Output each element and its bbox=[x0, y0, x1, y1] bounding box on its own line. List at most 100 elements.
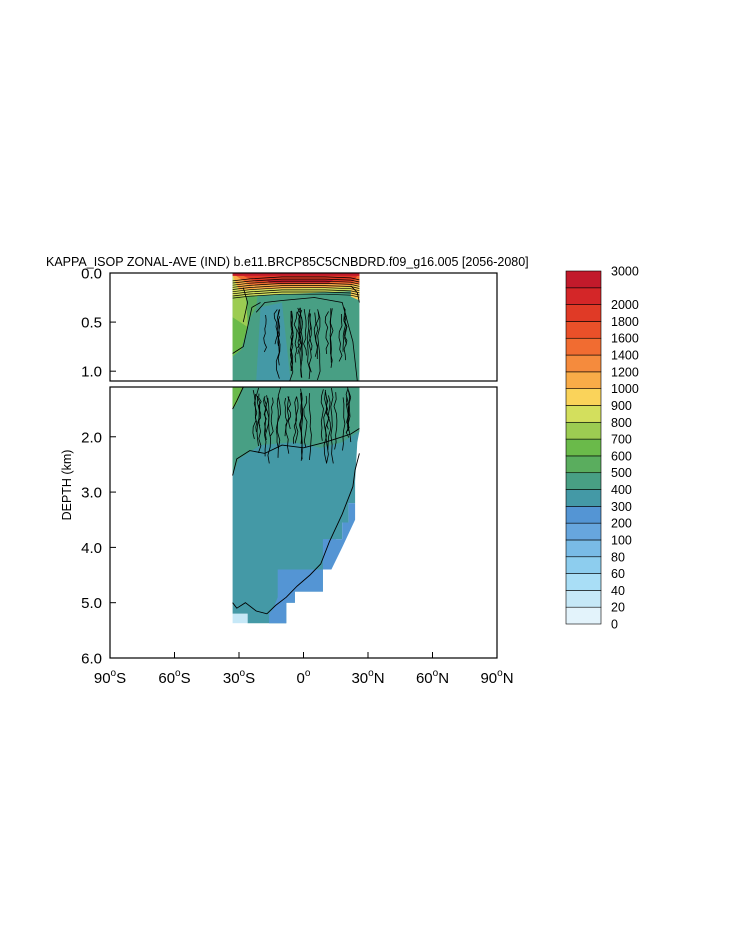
x-tick-label: 0o bbox=[297, 668, 311, 687]
contour-line bbox=[285, 396, 290, 454]
colorbar-label: 900 bbox=[611, 399, 632, 413]
colorbar-box bbox=[565, 337, 602, 356]
colorbar-label: 200 bbox=[611, 517, 632, 531]
contour-line bbox=[325, 396, 330, 430]
contour-line bbox=[287, 396, 291, 430]
y-axis-label: DEPTH (km) bbox=[60, 450, 74, 521]
contour-line bbox=[284, 397, 288, 437]
colorbar-box bbox=[565, 573, 602, 591]
colorbar-box bbox=[565, 455, 602, 474]
contour-line bbox=[338, 313, 343, 362]
colorbar-box bbox=[565, 438, 602, 457]
colorbar-box bbox=[565, 556, 602, 574]
contour-line bbox=[330, 387, 334, 464]
y-tick-label: 4.0 bbox=[81, 540, 102, 557]
colorbar-box bbox=[565, 539, 602, 558]
contour-line bbox=[232, 276, 360, 282]
y-tick-label: 0.0 bbox=[81, 266, 102, 283]
contour-line bbox=[308, 312, 312, 373]
contour-line bbox=[293, 311, 298, 363]
colorbar-box bbox=[565, 354, 602, 373]
contour-line bbox=[263, 314, 267, 353]
x-tick-label: 60oN bbox=[416, 668, 449, 687]
colorbar-label: 2000 bbox=[611, 298, 639, 312]
contour-line bbox=[342, 309, 346, 352]
field-region bbox=[232, 273, 360, 276]
colorbar-box bbox=[565, 287, 602, 305]
upper-field bbox=[232, 273, 360, 381]
field-region bbox=[269, 569, 323, 624]
colorbar-box bbox=[565, 421, 602, 440]
colorbar-box bbox=[565, 321, 602, 339]
contour-line bbox=[350, 285, 360, 303]
contour-line bbox=[232, 278, 360, 284]
contour-line bbox=[253, 393, 258, 432]
contour-line bbox=[303, 395, 308, 448]
x-tick-label: 30oN bbox=[351, 668, 384, 687]
contour-line bbox=[242, 287, 249, 323]
colorbar-label: 40 bbox=[611, 584, 625, 598]
colorbar: 0 20 40 60 80 100 200 300 400 500 600 700 800 900 1000… bbox=[565, 265, 639, 632]
colorbar-label: 300 bbox=[611, 500, 632, 514]
colorbar-box bbox=[565, 371, 602, 389]
contour-line bbox=[297, 307, 301, 355]
colorbar-label: 1400 bbox=[611, 349, 639, 363]
contour-line bbox=[232, 283, 360, 288]
contour-line bbox=[303, 309, 307, 356]
colorbar-box bbox=[565, 270, 602, 289]
contour-line bbox=[269, 397, 274, 437]
contour-line bbox=[324, 311, 329, 355]
contour-line bbox=[232, 287, 360, 293]
contour-line bbox=[299, 308, 303, 362]
chart-title: KAPPA_ISOP ZONAL-AVE (IND) b.e11.BRCP85C… bbox=[46, 255, 529, 269]
colorbar-label: 500 bbox=[611, 466, 632, 480]
contour-line bbox=[252, 390, 257, 440]
upper-plot-panel bbox=[109, 272, 498, 382]
contour-line bbox=[256, 387, 261, 446]
contour-line bbox=[265, 395, 270, 441]
colorbar-label: 600 bbox=[611, 449, 632, 463]
colorbar-label: 1000 bbox=[611, 382, 639, 396]
lower-plot-panel bbox=[109, 386, 498, 659]
colorbar-label: 800 bbox=[611, 416, 632, 430]
y-tick-label: 6.0 bbox=[81, 651, 102, 668]
colorbar-label: 700 bbox=[611, 433, 632, 447]
contour-line bbox=[298, 309, 303, 378]
colorbar-label: 0 bbox=[611, 618, 618, 632]
contour-line bbox=[267, 397, 272, 464]
contour-line bbox=[232, 302, 261, 354]
contour-line bbox=[232, 453, 360, 615]
colorbar-label: 100 bbox=[611, 533, 632, 547]
contour-line bbox=[232, 289, 360, 295]
contour-line bbox=[273, 309, 278, 345]
y-tick-label: 5.0 bbox=[81, 595, 102, 612]
x-tick-label: 60oS bbox=[158, 668, 190, 687]
y-tick-label: 1.0 bbox=[81, 364, 102, 381]
contour-line bbox=[307, 309, 311, 380]
colorbar-label: 1600 bbox=[611, 332, 639, 346]
contour-line bbox=[297, 307, 301, 349]
colorbar-box bbox=[565, 489, 602, 507]
colorbar-box bbox=[565, 522, 602, 541]
field-region bbox=[322, 503, 356, 570]
upper-panel-frame bbox=[109, 272, 498, 382]
contour-line bbox=[294, 396, 299, 444]
contour-line bbox=[255, 297, 358, 381]
colorbar-label: 20 bbox=[611, 601, 625, 615]
contour-line bbox=[347, 390, 352, 443]
x-tick-label: 90oN bbox=[480, 668, 513, 687]
contour-line bbox=[300, 393, 304, 460]
contour-line bbox=[275, 309, 281, 379]
contour-line bbox=[323, 389, 328, 464]
contour-line bbox=[289, 313, 294, 372]
y-tick-label: 0.5 bbox=[81, 315, 102, 332]
x-tick-label: 30oS bbox=[223, 668, 255, 687]
colorbar-box bbox=[565, 388, 602, 406]
contour-line bbox=[342, 397, 346, 451]
contour-line bbox=[289, 311, 294, 381]
contour-line bbox=[232, 428, 360, 476]
colorbar-box bbox=[565, 472, 602, 490]
y-axis-ticks: 0.0 0.5 1.0 2.0 3.0 4.0 5.0 6.0 bbox=[81, 266, 116, 668]
contour-line bbox=[343, 315, 348, 361]
